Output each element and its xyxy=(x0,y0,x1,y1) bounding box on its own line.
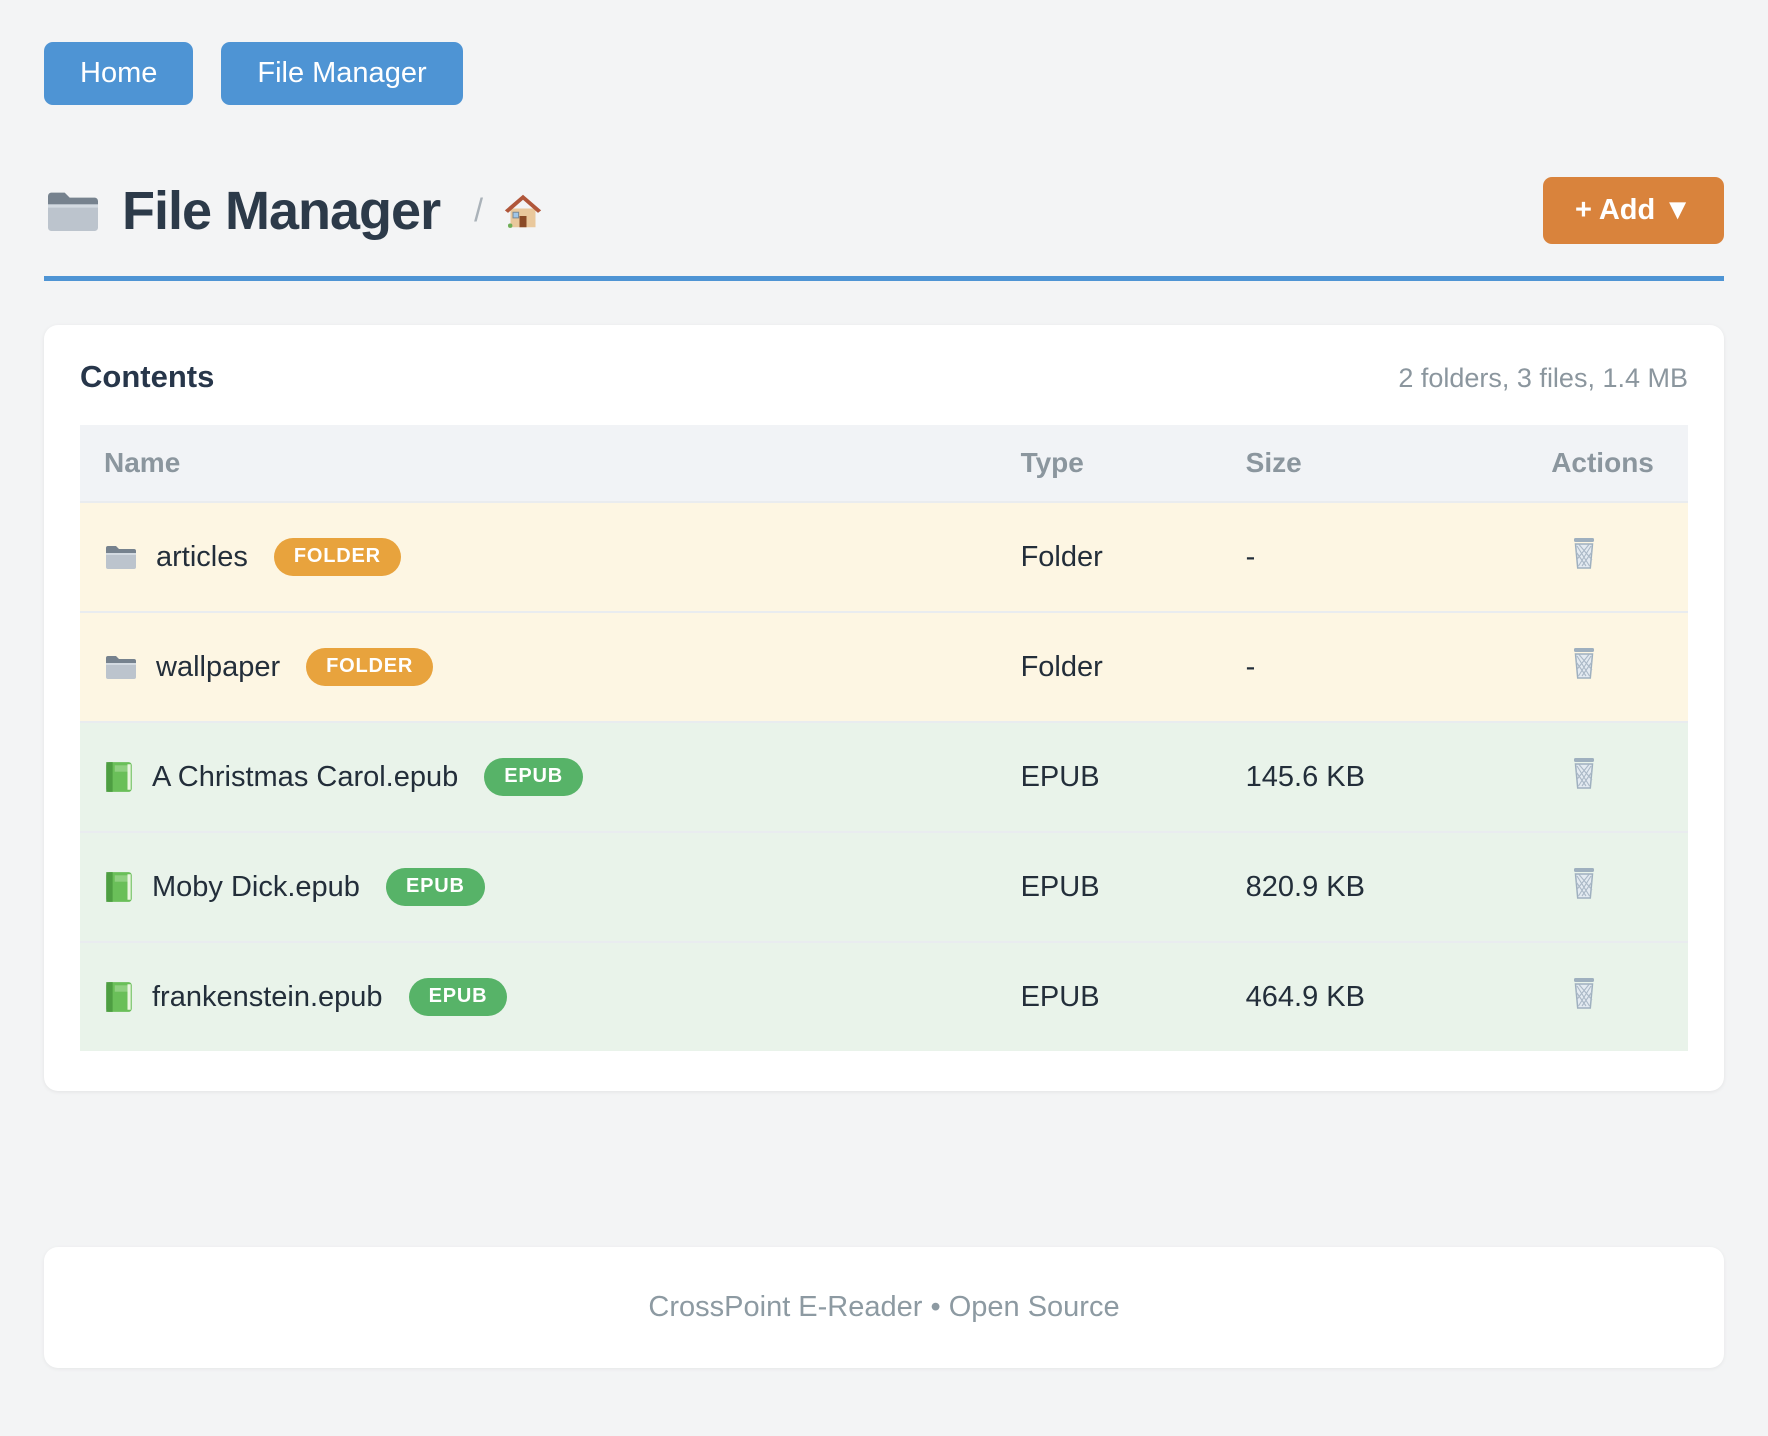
table-row[interactable]: wallpaper FOLDER Folder - xyxy=(80,612,1688,722)
delete-button[interactable] xyxy=(1569,536,1599,570)
file-name: frankenstein.epub xyxy=(152,980,383,1013)
file-name: articles xyxy=(156,540,248,573)
file-size: 464.9 KB xyxy=(1245,980,1365,1013)
file-type-badge: EPUB xyxy=(484,758,584,796)
file-type: EPUB xyxy=(1020,870,1100,903)
home-icon[interactable] xyxy=(503,192,543,230)
folder-icon xyxy=(104,542,138,572)
footer: CrossPoint E-Reader • Open Source xyxy=(44,1247,1724,1368)
file-type-badge: EPUB xyxy=(385,868,485,906)
header-divider xyxy=(44,276,1724,281)
breadcrumb-separator: / xyxy=(474,192,483,228)
file-name: wallpaper xyxy=(156,650,281,683)
column-header-type: Type xyxy=(996,425,1222,502)
file-type-badge: FOLDER xyxy=(306,648,434,686)
table-row[interactable]: Moby Dick.epub EPUB EPUB 820.9 KB xyxy=(80,832,1688,942)
table-row[interactable]: frankenstein.epub EPUB EPUB 464.9 KB xyxy=(80,942,1688,1051)
book-icon xyxy=(104,980,134,1014)
page-title: File Manager xyxy=(122,180,441,241)
table-row[interactable]: articles FOLDER Folder - xyxy=(80,502,1688,612)
file-size: 145.6 KB xyxy=(1245,760,1365,793)
delete-button[interactable] xyxy=(1569,756,1599,790)
file-type-badge: FOLDER xyxy=(273,538,401,576)
book-icon xyxy=(104,870,134,904)
table-row[interactable]: A Christmas Carol.epub EPUB EPUB 145.6 K… xyxy=(80,722,1688,832)
trash-icon xyxy=(1569,976,1599,1010)
file-size: - xyxy=(1245,540,1256,573)
file-name: A Christmas Carol.epub xyxy=(152,760,459,793)
column-header-name: Name xyxy=(80,425,997,502)
page-header: File Manager / + Add ▼ xyxy=(44,177,1724,244)
file-name: Moby Dick.epub xyxy=(152,870,360,903)
file-size: - xyxy=(1245,650,1256,683)
table-header-row: Name Type Size Actions xyxy=(80,425,1688,502)
add-button[interactable]: + Add ▼ xyxy=(1542,177,1724,244)
contents-card: Contents 2 folders, 3 files, 1.4 MB Name… xyxy=(44,325,1724,1091)
file-type: EPUB xyxy=(1020,760,1100,793)
top-nav: Home File Manager xyxy=(44,42,1724,105)
delete-button[interactable] xyxy=(1569,976,1599,1010)
trash-icon xyxy=(1569,646,1599,680)
delete-button[interactable] xyxy=(1569,866,1599,900)
contents-summary: 2 folders, 3 files, 1.4 MB xyxy=(1398,363,1688,393)
column-header-actions: Actions xyxy=(1527,425,1688,502)
file-type-badge: EPUB xyxy=(408,978,508,1016)
book-icon xyxy=(104,760,134,794)
folder-icon xyxy=(104,652,138,682)
column-header-size: Size xyxy=(1221,425,1528,502)
file-type: EPUB xyxy=(1020,980,1100,1013)
file-table-body: articles FOLDER Folder - xyxy=(80,502,1688,1051)
footer-text: CrossPoint E-Reader • Open Source xyxy=(648,1291,1120,1323)
trash-icon xyxy=(1569,756,1599,790)
card-title: Contents xyxy=(80,359,215,394)
file-type: Folder xyxy=(1020,650,1103,683)
nav-button-home[interactable]: Home xyxy=(44,42,194,105)
trash-icon xyxy=(1569,866,1599,900)
file-type: Folder xyxy=(1020,540,1103,573)
folder-icon xyxy=(44,186,102,236)
nav-button-file-manager[interactable]: File Manager xyxy=(221,42,463,105)
file-size: 820.9 KB xyxy=(1245,870,1365,903)
file-table: Name Type Size Actions xyxy=(80,425,1688,1051)
delete-button[interactable] xyxy=(1569,646,1599,680)
trash-icon xyxy=(1569,536,1599,570)
